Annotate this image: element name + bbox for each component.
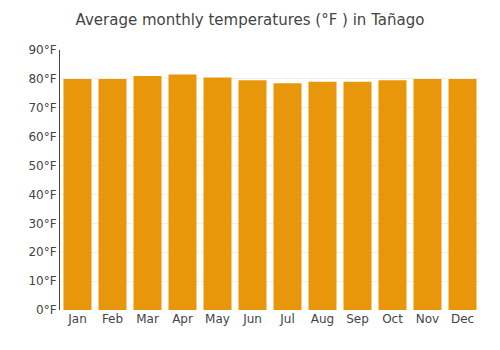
svg-text:Jan: Jan [67,312,87,326]
svg-text:Sep: Sep [346,312,369,326]
svg-text:Dec: Dec [451,312,474,326]
svg-text:70°F: 70°F [28,101,56,115]
svg-text:80°F: 80°F [28,72,56,86]
svg-text:Oct: Oct [382,312,403,326]
svg-text:Jun: Jun [242,312,262,326]
svg-text:60°F: 60°F [28,130,56,144]
svg-text:50°F: 50°F [28,159,56,173]
svg-text:90°F: 90°F [28,43,56,57]
svg-text:Nov: Nov [416,312,439,326]
svg-text:May: May [205,312,230,326]
svg-text:40°F: 40°F [28,188,56,202]
svg-text:Aug: Aug [311,312,334,326]
svg-text:20°F: 20°F [28,245,56,259]
svg-text:10°F: 10°F [28,274,56,288]
svg-text:0°F: 0°F [36,303,57,317]
svg-text:Average monthly temperatures (: Average monthly temperatures (°F ) in Ta… [76,11,425,29]
svg-text:Apr: Apr [172,312,193,326]
svg-text:Feb: Feb [102,312,123,326]
svg-text:Mar: Mar [136,312,159,326]
svg-text:Jul: Jul [279,312,294,326]
svg-text:30°F: 30°F [28,217,56,231]
